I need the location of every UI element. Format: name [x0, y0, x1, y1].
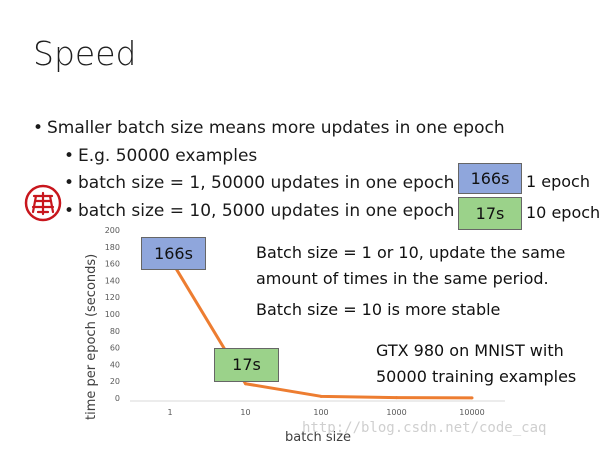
note-line-1: Batch size = 1 or 10, update the same	[256, 243, 566, 262]
x-axis-label: batch size	[285, 430, 351, 445]
bullet-2: • E.g. 50000 examples	[64, 146, 257, 166]
y-tick-label: 200	[105, 226, 120, 235]
bullet-3-text: batch size = 1, 50000 updates in one epo…	[78, 173, 455, 193]
y-tick-label: 0	[115, 394, 120, 403]
bullet-dot: •	[64, 201, 75, 221]
x-tick-label: 1000	[386, 408, 406, 417]
badge-note-1-epoch: 1 epoch	[526, 172, 590, 191]
bullet-dot: •	[64, 146, 75, 166]
data-point	[470, 396, 474, 400]
y-tick-label: 120	[105, 293, 120, 302]
seal-stamp-icon	[24, 184, 62, 222]
note-line-5: 50000 training examples	[376, 367, 577, 386]
data-point	[395, 396, 398, 400]
note-line-3: Batch size = 10 is more stable	[256, 300, 501, 319]
data-point	[244, 382, 247, 386]
badge-17s-chart: 17s	[214, 348, 279, 382]
slide-title: Speed	[33, 34, 137, 73]
bullet-1: • Smaller batch size means more updates i…	[33, 118, 505, 138]
bullet-dot: •	[64, 173, 75, 193]
badge-166s-chart: 166s	[141, 237, 206, 270]
y-tick-label: 160	[105, 260, 120, 269]
bullet-1-text: Smaller batch size means more updates in…	[47, 118, 505, 138]
watermark: http://blog.csdn.net/code_caq	[302, 420, 547, 436]
x-tick-label: 1	[167, 408, 172, 417]
badge-note-10-epoch: 10 epoch	[526, 203, 601, 222]
note-line-2: amount of times in the same period.	[256, 269, 549, 288]
y-tick-label: 180	[105, 243, 120, 252]
x-tick-label: 10	[240, 408, 250, 417]
x-tick-label: 10000	[459, 408, 484, 417]
y-tick-label: 100	[105, 310, 120, 319]
y-tick-label: 40	[110, 360, 120, 369]
bullet-dot: •	[33, 118, 44, 138]
y-tick-label: 20	[110, 377, 120, 386]
x-tick-label: 100	[313, 408, 328, 417]
y-tick-label: 60	[110, 344, 120, 353]
y-axis-label: time per epoch (seconds)	[84, 254, 99, 420]
y-tick-label: 140	[105, 276, 120, 285]
bullet-4-text: batch size = 10, 5000 updates in one epo…	[78, 201, 455, 221]
x-axis-ticks: 1 10 100 1000 10000	[167, 408, 484, 417]
bullet-4: • batch size = 10, 5000 updates in one ep…	[64, 201, 454, 221]
y-tick-label: 80	[110, 327, 120, 336]
badge-17s-top: 17s	[458, 197, 522, 230]
bullet-3: • batch size = 1, 50000 updates in one ep…	[64, 173, 454, 193]
badge-166s-top: 166s	[458, 163, 522, 194]
note-line-4: GTX 980 on MNIST with	[376, 341, 564, 360]
data-point	[319, 394, 323, 398]
bullet-2-text: E.g. 50000 examples	[78, 146, 258, 166]
y-axis-ticks: 0 20 40 60 80 100 120 140 160 180 200	[105, 226, 120, 403]
